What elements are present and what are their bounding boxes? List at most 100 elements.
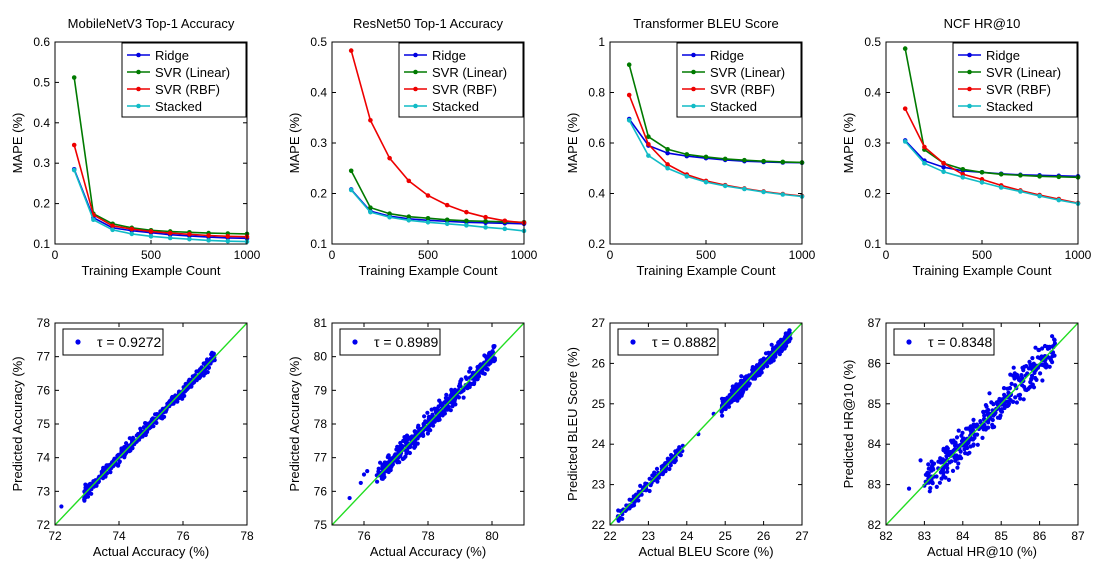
identity-line xyxy=(886,323,1078,525)
scatter-point xyxy=(777,352,782,357)
scatter-point xyxy=(206,365,211,370)
legend-marker xyxy=(967,52,972,58)
scatter-point xyxy=(971,417,976,422)
series-point xyxy=(1037,193,1042,199)
scatter-point xyxy=(1036,347,1041,353)
legend-marker xyxy=(906,339,912,345)
scatter-point xyxy=(967,450,972,455)
x-tick-label: 500 xyxy=(972,248,992,262)
identity-line xyxy=(610,323,802,525)
scatter-point xyxy=(667,466,672,472)
series-point xyxy=(444,202,450,208)
x-tick-label: 25 xyxy=(719,529,733,543)
y-tick-label: 74 xyxy=(37,451,51,465)
scatter-point xyxy=(399,444,404,449)
x-tick-label: 78 xyxy=(421,529,435,543)
x-tick-label: 76 xyxy=(176,529,190,543)
scatter-point xyxy=(397,460,402,465)
series-point xyxy=(722,183,728,189)
scatter-point xyxy=(122,455,127,460)
scatter-group xyxy=(886,323,1078,525)
series-line-svr-linear- xyxy=(350,170,525,224)
series-point xyxy=(348,187,354,193)
series-point xyxy=(206,238,211,243)
x-tick-label: 500 xyxy=(696,248,716,262)
x-axis-label: Actual Accuracy (%) xyxy=(93,544,209,559)
series-point xyxy=(922,160,927,166)
x-tick-label: 86 xyxy=(1033,529,1047,543)
series-point xyxy=(348,48,354,53)
scatter-point xyxy=(103,474,108,479)
scatter-point xyxy=(1012,376,1017,381)
scatter-point xyxy=(938,470,944,475)
legend-marker xyxy=(691,103,696,109)
scatter-point xyxy=(205,370,210,375)
series-point xyxy=(703,179,709,185)
scatter-point xyxy=(991,402,996,407)
x-tick-label: 84 xyxy=(956,529,970,543)
identity-line xyxy=(55,323,247,525)
y-tick-label: 73 xyxy=(37,484,51,498)
legend-label: Stacked xyxy=(432,99,479,114)
series-point xyxy=(979,180,985,185)
legend-marker xyxy=(630,339,636,345)
scatter-point xyxy=(950,468,956,473)
series-point xyxy=(406,214,412,220)
scatter-point xyxy=(926,471,931,476)
series-point xyxy=(406,178,412,184)
series-point xyxy=(742,157,747,163)
scatter-point xyxy=(456,395,461,400)
series-point xyxy=(761,158,766,164)
scatter-point xyxy=(981,409,986,414)
scatter-point xyxy=(985,410,990,415)
series-line-ridge xyxy=(73,169,248,240)
series-point xyxy=(425,215,431,221)
y-tick-label: 0.3 xyxy=(33,156,50,170)
scatter-point xyxy=(89,491,94,496)
scatter-point xyxy=(928,486,933,491)
scatter-point xyxy=(1030,356,1035,361)
scatter-point xyxy=(765,364,770,369)
scatter-point xyxy=(926,466,931,471)
scatter-point xyxy=(1022,384,1027,389)
y-tick-label: 77 xyxy=(314,451,328,465)
legend-marker xyxy=(413,86,418,92)
scatter-point xyxy=(83,495,88,500)
scatter-point xyxy=(1031,385,1037,390)
scatter-point xyxy=(1046,355,1051,360)
series-line-ridge xyxy=(904,139,1079,178)
series-point xyxy=(368,117,373,123)
series-point xyxy=(225,234,231,239)
y-axis-label: MAPE (%) xyxy=(287,113,302,174)
series-point xyxy=(1037,174,1042,179)
legend-marker xyxy=(967,103,972,109)
scatter-point xyxy=(361,472,367,477)
legend-marker xyxy=(136,103,141,109)
scatter-point xyxy=(1052,341,1057,346)
scatter-point xyxy=(949,459,954,464)
legend-label: Ridge xyxy=(710,48,744,63)
scatter-point xyxy=(931,461,937,466)
scatter-point xyxy=(431,423,436,428)
scatter-point xyxy=(445,405,450,410)
scatter-point xyxy=(982,422,987,428)
legend-label: SVR (RBF) xyxy=(432,82,497,97)
scatter-point xyxy=(934,474,939,479)
scatter-point xyxy=(663,461,668,466)
scatter-point xyxy=(787,328,792,333)
scatter-point xyxy=(390,456,395,461)
legend-label: τ = 0.8348 xyxy=(928,334,993,350)
legend-marker xyxy=(691,86,696,92)
scatter-point xyxy=(376,466,381,471)
legend-marker xyxy=(691,69,696,75)
scatter-point xyxy=(922,483,927,488)
series-point xyxy=(206,233,211,238)
series-point xyxy=(148,234,154,239)
scatter-point xyxy=(769,342,774,347)
scatter-point xyxy=(421,421,426,426)
series-line-ridge xyxy=(350,188,525,225)
series-point xyxy=(761,189,766,195)
legend-label: Stacked xyxy=(710,99,757,114)
scatter-point xyxy=(1050,354,1055,359)
plot-frame xyxy=(609,41,803,245)
